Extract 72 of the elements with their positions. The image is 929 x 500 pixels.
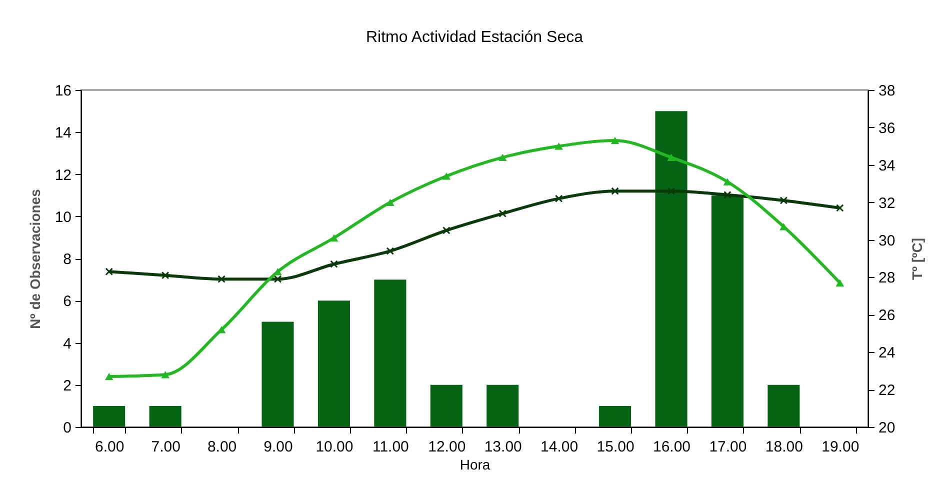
y2-tick-label: 38 [878, 82, 896, 100]
point [386, 198, 394, 206]
point [780, 196, 788, 204]
y2-tick-label: 32 [878, 194, 896, 212]
point [442, 226, 450, 234]
y-tick-label: 4 [63, 335, 72, 352]
bar [486, 384, 519, 427]
y2-tick-label: 26 [878, 307, 896, 324]
x-tick-label: 10.00 [316, 438, 354, 456]
point [161, 271, 170, 280]
point [104, 372, 114, 380]
bar [374, 280, 406, 427]
x-tick-label: 11.00 [372, 438, 409, 456]
y-axis-title: Nº de Observaciones [26, 188, 43, 329]
x-tick-label: 19.00 [822, 438, 860, 456]
point [330, 234, 338, 242]
x-tick-label: 18.00 [765, 438, 803, 456]
x-tick-label: 12.00 [428, 438, 466, 456]
bar [93, 406, 126, 427]
bar [318, 300, 350, 427]
point [274, 275, 282, 284]
point [161, 370, 170, 378]
y2-tick-label: 30 [878, 232, 896, 250]
point [554, 194, 563, 202]
x-tick-label: 7.00 [151, 438, 180, 456]
x-axis-title: Hora [460, 456, 490, 472]
bar [599, 406, 632, 427]
x-tick-label: 13.00 [484, 438, 522, 456]
x-tick-label: 6.00 [95, 438, 124, 456]
x-tick-label: 8.00 [207, 438, 237, 456]
point [498, 210, 507, 218]
y-tick-label: 0 [63, 420, 72, 436]
point [836, 279, 844, 286]
bar [768, 384, 800, 427]
y2-tick-label: 34 [878, 157, 896, 174]
y-tick-label: 10 [54, 208, 72, 226]
y2-tick-label: 20 [878, 420, 896, 436]
point [667, 154, 676, 162]
point [218, 275, 226, 284]
y-tick-label: 16 [54, 82, 72, 100]
chart-title: Ritmo Actividad Estación Seca [366, 29, 584, 46]
point [498, 154, 507, 162]
bar [430, 384, 462, 427]
y2-tick-label: 28 [878, 270, 896, 287]
y-tick-label: 2 [63, 377, 72, 394]
bar [262, 322, 294, 427]
x-tick-label: 15.00 [596, 438, 634, 456]
point [667, 187, 676, 196]
x-tick-label: 9.00 [264, 438, 293, 456]
point [330, 260, 338, 268]
x-tick-label: 17.00 [709, 438, 747, 456]
point [724, 190, 732, 199]
x-tick-label: 16.00 [652, 438, 691, 456]
y-tick-label: 12 [54, 166, 72, 184]
point [611, 187, 619, 196]
bar [149, 406, 182, 427]
x-tick-label: 14.00 [540, 438, 578, 456]
point [105, 268, 114, 276]
bar [655, 111, 688, 427]
y2-tick-label: 36 [878, 120, 896, 137]
y2-axis-title: Tº [ºC] [909, 238, 926, 280]
point [836, 204, 844, 212]
point [386, 247, 394, 255]
point [610, 136, 620, 144]
point [442, 172, 451, 180]
y-tick-label: 8 [63, 251, 72, 268]
y2-tick-label: 24 [878, 344, 896, 362]
point [554, 142, 564, 150]
bar [711, 195, 744, 427]
y-tick-label: 14 [54, 124, 72, 142]
y-tick-label: 6 [63, 293, 72, 310]
y2-tick-label: 22 [878, 382, 896, 400]
